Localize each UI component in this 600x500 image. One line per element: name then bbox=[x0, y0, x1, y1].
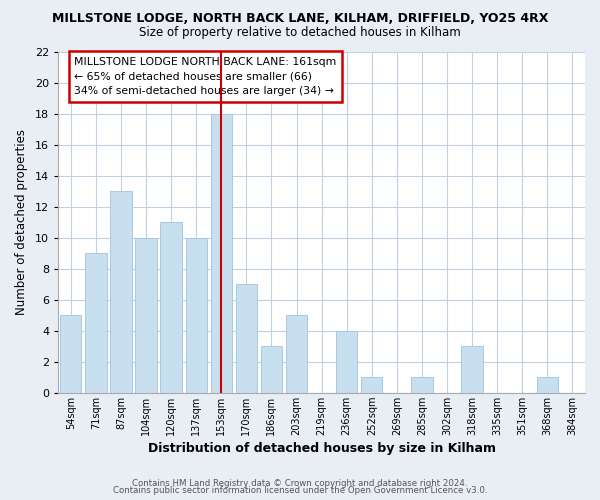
Bar bbox=[85, 253, 107, 393]
Text: MILLSTONE LODGE NORTH BACK LANE: 161sqm
← 65% of detached houses are smaller (66: MILLSTONE LODGE NORTH BACK LANE: 161sqm … bbox=[74, 56, 336, 96]
Bar bbox=[336, 330, 358, 393]
Bar bbox=[60, 315, 82, 393]
Bar bbox=[211, 114, 232, 393]
Text: MILLSTONE LODGE, NORTH BACK LANE, KILHAM, DRIFFIELD, YO25 4RX: MILLSTONE LODGE, NORTH BACK LANE, KILHAM… bbox=[52, 12, 548, 26]
Bar bbox=[261, 346, 282, 393]
Bar bbox=[236, 284, 257, 393]
Bar bbox=[160, 222, 182, 393]
Bar bbox=[185, 238, 207, 393]
X-axis label: Distribution of detached houses by size in Kilham: Distribution of detached houses by size … bbox=[148, 442, 496, 455]
Text: Size of property relative to detached houses in Kilham: Size of property relative to detached ho… bbox=[139, 26, 461, 39]
Bar bbox=[411, 378, 433, 393]
Bar bbox=[110, 191, 131, 393]
Bar bbox=[537, 378, 558, 393]
Bar bbox=[361, 378, 382, 393]
Y-axis label: Number of detached properties: Number of detached properties bbox=[15, 129, 28, 315]
Text: Contains HM Land Registry data © Crown copyright and database right 2024.: Contains HM Land Registry data © Crown c… bbox=[132, 478, 468, 488]
Bar bbox=[286, 315, 307, 393]
Bar bbox=[461, 346, 483, 393]
Text: Contains public sector information licensed under the Open Government Licence v3: Contains public sector information licen… bbox=[113, 486, 487, 495]
Bar bbox=[136, 238, 157, 393]
